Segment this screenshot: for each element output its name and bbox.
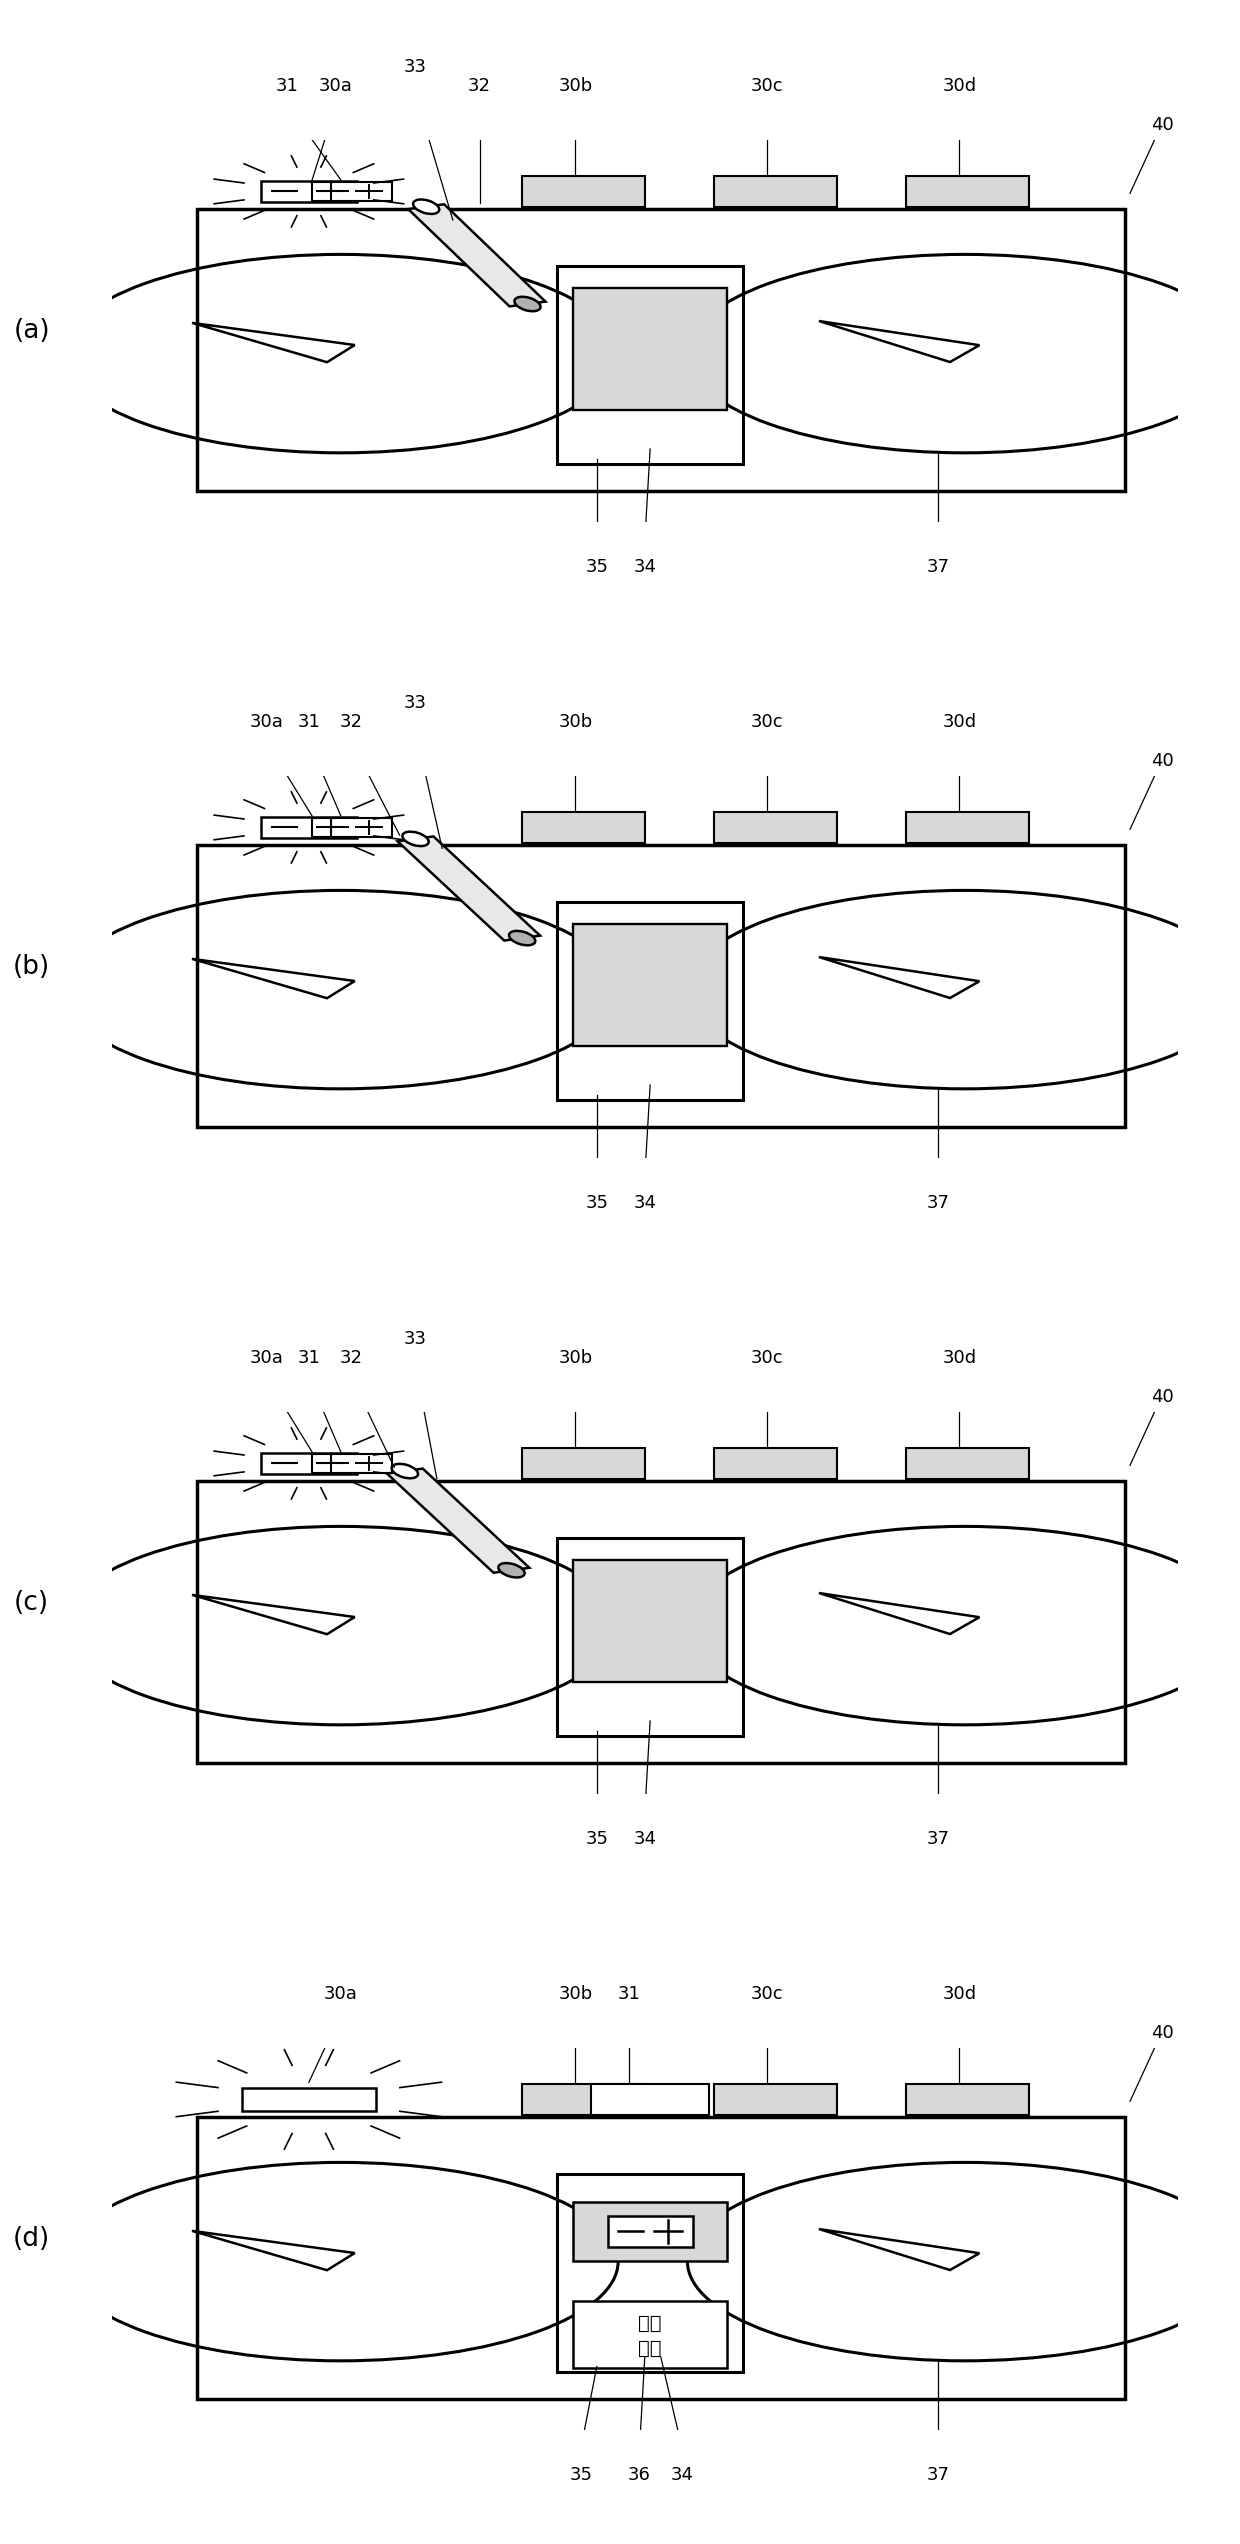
Text: 36: 36 — [627, 2465, 651, 2485]
Bar — [311, 181, 392, 201]
Text: 31: 31 — [298, 1348, 320, 1369]
Text: 30c: 30c — [751, 1984, 784, 2005]
Text: 30a: 30a — [249, 712, 283, 733]
Polygon shape — [398, 837, 541, 941]
Bar — [557, 2173, 744, 2371]
Text: 40: 40 — [1151, 1386, 1173, 1407]
Polygon shape — [387, 1468, 529, 1572]
Text: 30b: 30b — [558, 1348, 593, 1369]
Bar — [906, 176, 1029, 206]
Text: (d): (d) — [12, 2226, 51, 2251]
Bar — [573, 2300, 728, 2368]
Ellipse shape — [498, 1562, 525, 1577]
Text: 34: 34 — [634, 1829, 656, 1849]
Bar — [311, 817, 392, 837]
Bar — [557, 1537, 744, 1735]
Bar — [906, 2084, 1029, 2114]
Text: 30b: 30b — [558, 1984, 593, 2005]
Bar — [260, 181, 357, 201]
Bar — [522, 2084, 645, 2114]
Bar — [714, 1448, 837, 1478]
Text: 31: 31 — [618, 1984, 640, 2005]
Text: 32: 32 — [467, 76, 491, 97]
Bar — [197, 845, 1125, 1127]
Bar — [311, 1455, 392, 1473]
Bar — [906, 812, 1029, 842]
Text: 30d: 30d — [942, 1348, 976, 1369]
Bar — [557, 265, 744, 463]
Bar — [197, 2117, 1125, 2399]
Text: 30d: 30d — [942, 1984, 976, 2005]
Text: 30b: 30b — [558, 712, 593, 733]
Bar — [260, 1453, 357, 1473]
Text: 40: 40 — [1151, 2022, 1173, 2043]
Bar — [573, 287, 728, 410]
Bar — [522, 812, 645, 842]
Text: 30d: 30d — [942, 76, 976, 97]
Text: 电池: 电池 — [639, 2338, 662, 2358]
Text: 33: 33 — [404, 695, 427, 712]
Bar — [573, 2201, 728, 2262]
Text: 37: 37 — [926, 557, 950, 577]
Text: (b): (b) — [12, 954, 51, 979]
Text: 37: 37 — [926, 1829, 950, 1849]
Text: 30c: 30c — [751, 1348, 784, 1369]
Text: 35: 35 — [585, 1829, 609, 1849]
Text: 37: 37 — [926, 1193, 950, 1213]
Bar — [522, 1448, 645, 1478]
Bar — [714, 812, 837, 842]
Polygon shape — [408, 204, 546, 305]
Text: 30a: 30a — [319, 76, 352, 97]
Bar — [906, 1448, 1029, 1478]
Bar — [197, 1481, 1125, 1763]
Bar — [714, 2084, 837, 2114]
Text: 31: 31 — [277, 76, 299, 97]
Text: 30c: 30c — [751, 712, 784, 733]
Text: 30a: 30a — [324, 1984, 358, 2005]
Text: 30b: 30b — [558, 76, 593, 97]
Text: 30a: 30a — [249, 1348, 283, 1369]
Bar — [714, 176, 837, 206]
Bar — [573, 923, 728, 1046]
Text: 35: 35 — [585, 557, 609, 577]
Ellipse shape — [515, 298, 541, 310]
Text: 30c: 30c — [751, 76, 784, 97]
Text: 40: 40 — [1151, 750, 1173, 771]
Text: 35: 35 — [585, 1193, 609, 1213]
Ellipse shape — [413, 198, 439, 214]
Text: 32: 32 — [340, 712, 363, 733]
Text: 34: 34 — [634, 1193, 656, 1213]
Text: 35: 35 — [569, 2465, 593, 2485]
Text: 31: 31 — [298, 712, 320, 733]
Text: 34: 34 — [634, 557, 656, 577]
Text: 33: 33 — [404, 1331, 427, 1348]
Text: 37: 37 — [926, 2465, 950, 2485]
Bar — [608, 2216, 693, 2246]
Text: 34: 34 — [671, 2465, 693, 2485]
Text: 33: 33 — [404, 59, 427, 76]
Bar — [557, 901, 744, 1099]
Text: (c): (c) — [14, 1590, 50, 1615]
Bar — [522, 176, 645, 206]
Text: 40: 40 — [1151, 114, 1173, 135]
Bar — [197, 209, 1125, 491]
Ellipse shape — [392, 1463, 418, 1478]
Bar — [573, 1559, 728, 1682]
Ellipse shape — [508, 931, 536, 946]
Text: 注意: 注意 — [639, 2312, 662, 2333]
Bar — [242, 2089, 376, 2112]
Ellipse shape — [402, 832, 429, 847]
Text: (a): (a) — [14, 318, 50, 343]
Bar — [260, 817, 357, 837]
Bar — [591, 2084, 709, 2114]
Text: 30d: 30d — [942, 712, 976, 733]
Text: 32: 32 — [340, 1348, 363, 1369]
